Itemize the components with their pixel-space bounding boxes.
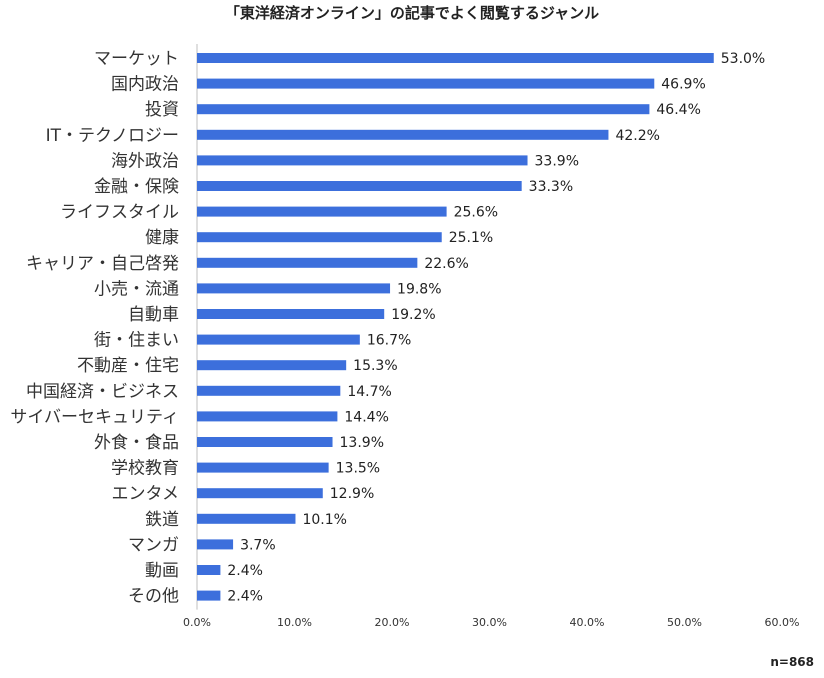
category-label: 動画	[145, 561, 179, 581]
category-label: 投資	[145, 100, 179, 120]
bar	[197, 462, 329, 473]
bar	[197, 129, 609, 140]
category-label: 鉄道	[145, 510, 179, 530]
value-label: 10.1%	[302, 512, 346, 528]
category-label: キャリア・自己啓発	[26, 254, 179, 274]
bar	[197, 53, 714, 63]
category-label: ライフスタイル	[60, 203, 179, 223]
x-tick-label: 20.0%	[375, 616, 410, 629]
bar	[197, 565, 221, 575]
value-label: 53.0%	[721, 51, 765, 67]
value-label: 19.2%	[391, 307, 435, 323]
category-label: 小売・流通	[94, 279, 179, 299]
value-label: 33.9%	[535, 153, 579, 169]
x-tick-label: 30.0%	[472, 616, 507, 629]
bar	[197, 78, 655, 89]
bar	[197, 104, 650, 115]
x-tick-label: 0.0%	[183, 616, 211, 629]
category-label: マンガ	[128, 535, 179, 555]
value-label: 25.1%	[449, 230, 493, 246]
value-label: 33.3%	[529, 179, 573, 195]
chart-title: 「東洋経済オンライン」の記事でよく閲覧するジャンル	[224, 4, 600, 22]
bar	[197, 385, 341, 396]
category-label: 海外政治	[111, 151, 179, 171]
category-label: エンタメ	[112, 484, 180, 504]
category-label: 中国経済・ビジネス	[26, 382, 179, 402]
value-label: 25.6%	[454, 205, 498, 221]
bar	[197, 334, 360, 345]
x-tick-label: 60.0%	[765, 616, 800, 629]
bar	[197, 539, 234, 550]
value-label: 46.4%	[656, 102, 700, 118]
category-label: 学校教育	[111, 459, 179, 479]
bar	[197, 283, 391, 294]
category-label: マーケット	[94, 49, 179, 69]
category-label: サイバーセキュリティ	[10, 407, 179, 427]
value-label: 2.4%	[227, 563, 263, 579]
value-label: 16.7%	[367, 333, 411, 349]
bar	[197, 437, 333, 447]
value-label: 42.2%	[615, 128, 659, 144]
bar	[197, 257, 418, 268]
value-label: 12.9%	[330, 486, 374, 502]
bar	[197, 590, 221, 601]
category-label: 健康	[145, 228, 179, 248]
sample-size-note: n=868	[770, 655, 814, 669]
category-label: IT・テクノロジー	[46, 126, 179, 146]
bar	[197, 155, 528, 166]
category-label: 自動車	[128, 305, 179, 325]
bar	[197, 206, 447, 217]
category-label: 外食・食品	[94, 433, 179, 453]
x-tick-label: 10.0%	[277, 616, 312, 629]
value-label: 15.3%	[353, 358, 397, 374]
value-label: 2.4%	[227, 589, 263, 605]
bar	[197, 181, 522, 191]
bar	[197, 309, 385, 319]
x-tick-label: 40.0%	[570, 616, 605, 629]
category-label: 街・住まい	[94, 331, 179, 351]
category-label: 金融・保険	[94, 177, 179, 197]
value-label: 22.6%	[424, 256, 468, 272]
bar	[197, 411, 338, 422]
value-label: 13.9%	[340, 435, 384, 451]
bar	[197, 513, 296, 524]
value-label: 3.7%	[240, 537, 276, 553]
category-label: 国内政治	[111, 75, 179, 95]
value-label: 14.4%	[344, 409, 388, 425]
bar	[197, 360, 347, 371]
x-tick-label: 50.0%	[667, 616, 702, 629]
value-label: 14.7%	[347, 384, 391, 400]
category-label: その他	[128, 587, 179, 607]
bar	[197, 488, 323, 499]
bar	[197, 232, 442, 243]
value-label: 46.9%	[661, 77, 705, 93]
category-label: 不動産・住宅	[77, 356, 179, 376]
value-label: 19.8%	[397, 281, 441, 297]
value-label: 13.5%	[336, 461, 380, 477]
